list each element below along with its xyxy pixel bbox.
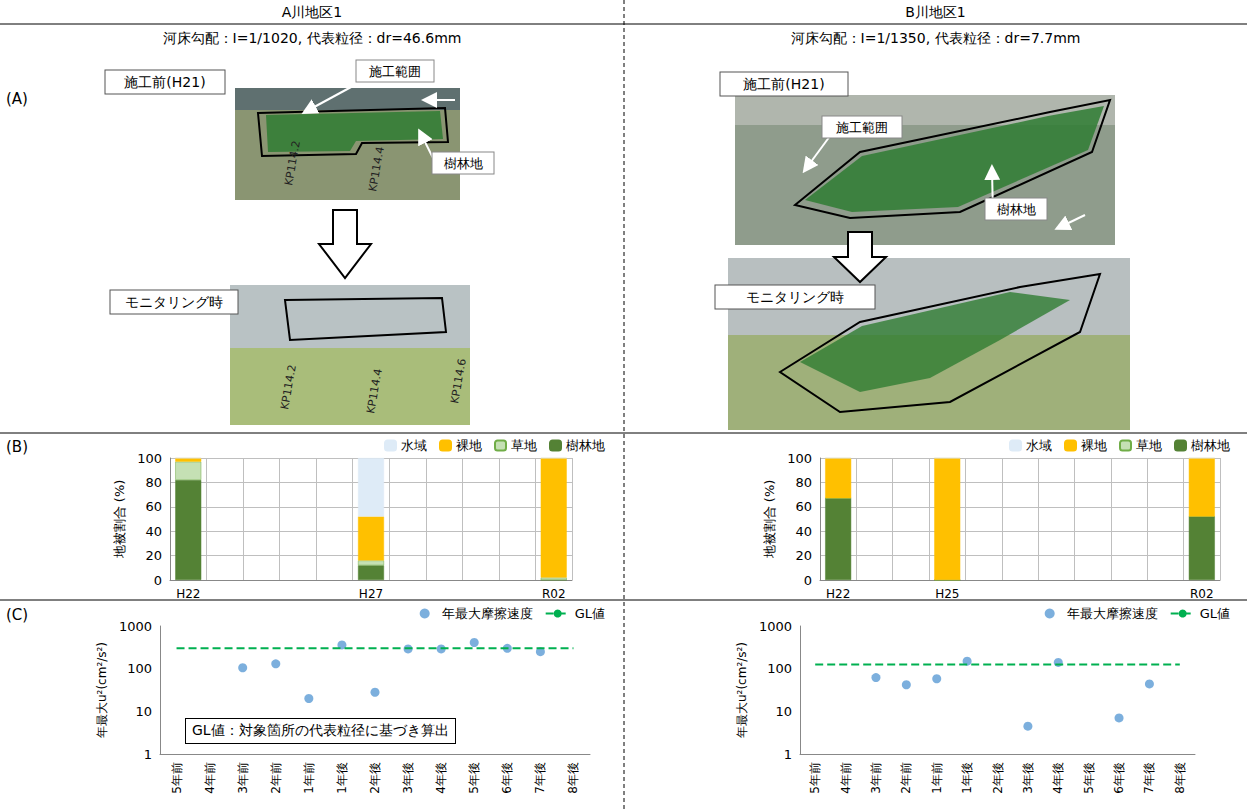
svg-text:1年前: 1年前: [302, 762, 316, 794]
svg-text:KP114.6: KP114.6: [448, 358, 469, 405]
svg-text:地被割合 (%): 地被割合 (%): [112, 480, 127, 560]
svg-text:3年後: 3年後: [1021, 762, 1035, 794]
svg-text:水域: 水域: [1026, 438, 1052, 453]
svg-text:R02: R02: [542, 587, 566, 600]
svg-text:40: 40: [145, 524, 162, 539]
svg-text:60: 60: [145, 499, 162, 514]
html-text:A川地区1: A川地区1: [281, 4, 343, 20]
svg-text:6年後: 6年後: [500, 762, 514, 794]
svg-text:2年前: 2年前: [269, 762, 283, 794]
html-text:GL値：対象箇所の代表粒径に基づき算出: GL値：対象箇所の代表粒径に基づき算出: [192, 722, 449, 738]
svg-text:裸地: 裸地: [456, 438, 482, 453]
svg-text:7年後: 7年後: [1142, 762, 1156, 794]
svg-text:6年後: 6年後: [1112, 762, 1126, 794]
svg-text:0: 0: [804, 573, 812, 588]
svg-text:60: 60: [795, 499, 812, 514]
svg-text:地被割合 (%): 地被割合 (%): [762, 480, 777, 560]
svg-text:モニタリング時: モニタリング時: [125, 294, 223, 310]
svg-text:20: 20: [145, 548, 162, 563]
svg-text:5年後: 5年後: [467, 762, 481, 794]
svg-text:1000: 1000: [119, 619, 152, 634]
svg-text:年最大u²(cm²/s²): 年最大u²(cm²/s²): [735, 642, 749, 738]
svg-text:水域: 水域: [401, 438, 427, 453]
svg-text:年最大摩擦速度: 年最大摩擦速度: [442, 606, 533, 621]
svg-text:3年後: 3年後: [401, 762, 415, 794]
html-text:B川地区1: B川地区1: [905, 4, 966, 20]
svg-text:施工範囲: 施工範囲: [836, 120, 888, 135]
html-text:(A): (A): [6, 90, 28, 108]
svg-text:裸地: 裸地: [1081, 438, 1107, 453]
svg-text:樹林地: 樹林地: [997, 202, 1036, 217]
svg-text:40: 40: [795, 524, 812, 539]
svg-text:GL値: GL値: [575, 606, 605, 621]
svg-text:80: 80: [145, 475, 162, 490]
svg-text:3年前: 3年前: [869, 762, 883, 794]
svg-text:4年前: 4年前: [203, 762, 217, 794]
svg-text:8年後: 8年後: [566, 762, 580, 794]
svg-text:1: 1: [144, 747, 152, 762]
svg-text:草地: 草地: [1136, 438, 1162, 453]
svg-text:H22: H22: [826, 587, 850, 600]
svg-text:H27: H27: [359, 587, 383, 600]
svg-text:2年前: 2年前: [899, 762, 913, 794]
svg-text:草地: 草地: [511, 438, 537, 453]
svg-text:4年前: 4年前: [839, 762, 853, 794]
svg-text:樹林地: 樹林地: [566, 438, 605, 453]
svg-text:H25: H25: [935, 587, 959, 600]
svg-text:1000: 1000: [759, 619, 792, 634]
svg-text:年最大u²(cm²/s²): 年最大u²(cm²/s²): [95, 642, 109, 738]
svg-text:8年後: 8年後: [1173, 762, 1187, 794]
svg-text:樹林地: 樹林地: [444, 156, 483, 171]
svg-text:施工範囲: 施工範囲: [369, 64, 421, 79]
svg-text:1年前: 1年前: [930, 762, 944, 794]
svg-text:1年後: 1年後: [960, 762, 974, 794]
svg-text:H22: H22: [176, 587, 200, 600]
svg-text:10: 10: [775, 704, 792, 719]
svg-text:GL値: GL値: [1200, 606, 1230, 621]
svg-text:100: 100: [787, 451, 812, 466]
svg-text:KP114.4: KP114.4: [366, 146, 387, 193]
html-text:河床勾配：I=1/1020, 代表粒径：dr=46.6mm: 河床勾配：I=1/1020, 代表粒径：dr=46.6mm: [162, 30, 462, 46]
html-text:(C): (C): [6, 606, 29, 624]
svg-text:2年後: 2年後: [991, 762, 1005, 794]
svg-text:80: 80: [795, 475, 812, 490]
svg-text:施工前(H21): 施工前(H21): [124, 74, 205, 90]
svg-text:1: 1: [784, 747, 792, 762]
svg-text:100: 100: [767, 661, 792, 676]
svg-text:施工前(H21): 施工前(H21): [743, 76, 824, 92]
svg-text:2年後: 2年後: [368, 762, 382, 794]
svg-text:年最大摩擦速度: 年最大摩擦速度: [1067, 606, 1158, 621]
svg-text:7年後: 7年後: [533, 762, 547, 794]
svg-text:モニタリング時: モニタリング時: [746, 289, 844, 305]
svg-text:4年後: 4年後: [434, 762, 448, 794]
svg-text:100: 100: [137, 451, 162, 466]
svg-text:0: 0: [154, 573, 162, 588]
svg-text:20: 20: [795, 548, 812, 563]
svg-text:KP114.4: KP114.4: [364, 368, 385, 415]
svg-text:KP114.2: KP114.2: [278, 364, 299, 411]
svg-text:1年後: 1年後: [335, 762, 349, 794]
svg-text:5年前: 5年前: [808, 762, 822, 794]
svg-text:100: 100: [127, 661, 152, 676]
svg-text:5年後: 5年後: [1082, 762, 1096, 794]
svg-text:R02: R02: [1190, 587, 1214, 600]
svg-text:5年前: 5年前: [170, 762, 184, 794]
svg-text:KP114.2: KP114.2: [282, 140, 303, 187]
html-text:(B): (B): [6, 438, 28, 456]
svg-text:3年前: 3年前: [236, 762, 250, 794]
svg-text:樹林地: 樹林地: [1191, 438, 1230, 453]
svg-text:10: 10: [135, 704, 152, 719]
html-text:河床勾配：I=1/1350, 代表粒径：dr=7.7mm: 河床勾配：I=1/1350, 代表粒径：dr=7.7mm: [790, 30, 1081, 46]
svg-text:4年後: 4年後: [1051, 762, 1065, 794]
